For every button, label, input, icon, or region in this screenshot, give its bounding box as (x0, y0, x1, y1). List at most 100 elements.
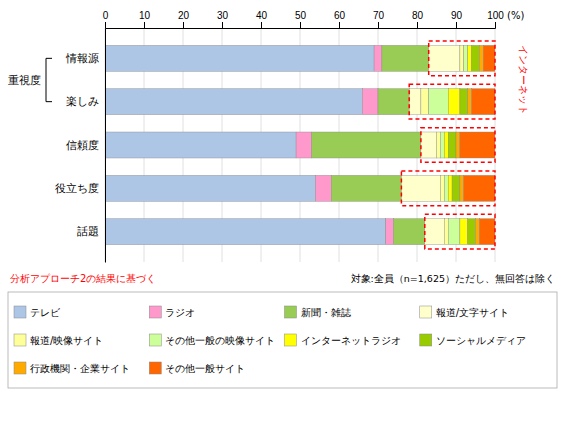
legend-item: インターネットラジオ (285, 334, 401, 346)
legend-item: その他一般の映像サイト (149, 334, 275, 346)
legend-label: 報道/文字サイト (436, 307, 509, 318)
x-tick-label: 50 (295, 10, 307, 21)
bar (444, 219, 448, 245)
bars (105, 45, 495, 244)
x-tick: 100 (487, 10, 504, 28)
legend-label: その他一般サイト (165, 363, 245, 374)
bar (296, 132, 312, 158)
x-tick: 90 (451, 10, 463, 28)
chart-svg: 0102030405060708090100情報源楽しみ信頼度役立ち度話題(%)… (0, 0, 565, 428)
legend-swatch (285, 334, 297, 346)
bar (386, 219, 394, 245)
x-tick: 0 (103, 10, 109, 28)
bar (394, 219, 425, 245)
legend-label: インターネットラジオ (301, 335, 401, 346)
bar (382, 45, 429, 71)
bar (440, 132, 444, 158)
note-right: 対象:全員（n=1,625）ただし、無回答は除く (351, 273, 555, 284)
x-tick-mark (417, 22, 418, 28)
legend-label: ソーシャルメディア (436, 335, 526, 346)
grid-line (105, 28, 106, 262)
bar (105, 175, 316, 201)
bar (437, 132, 441, 158)
legend-item: 報道/文字サイト (420, 306, 509, 318)
x-tick-mark (183, 22, 184, 28)
bar (448, 132, 456, 158)
internet-region (409, 84, 495, 119)
y-tick: 信頼度 (66, 139, 105, 151)
x-tick: 10 (139, 10, 151, 28)
bar (331, 175, 401, 201)
legend-swatch (14, 362, 26, 374)
note-left: 分析アプローチ2の結果に基づく (10, 273, 156, 284)
bar (105, 132, 296, 158)
x-axis-line (106, 22, 496, 29)
x-tick-mark (105, 22, 106, 28)
y-tick-label: 信頼度 (66, 139, 99, 151)
bar (440, 175, 444, 201)
legend-label: 報道/映像サイト (30, 335, 103, 346)
x-tick-mark (144, 22, 145, 28)
internet-regions (401, 41, 495, 249)
legend-label: ラジオ (165, 307, 195, 318)
bar (448, 175, 452, 201)
bar (409, 89, 421, 115)
x-tick-label: 100 (487, 10, 504, 21)
bar (464, 175, 495, 201)
legend-box (8, 292, 557, 388)
y-axis: 情報源楽しみ信頼度役立ち度話題 (55, 29, 106, 263)
bar (429, 89, 449, 115)
legend-label: 新聞・雑誌 (301, 307, 351, 318)
bar (483, 45, 495, 71)
bar (456, 132, 460, 158)
bar (460, 175, 464, 201)
bar (421, 132, 437, 158)
legend-label: 行政機関・企業サイト (30, 363, 130, 374)
bar (362, 89, 378, 115)
chart-container: 0102030405060708090100情報源楽しみ信頼度役立ち度話題(%)… (0, 0, 565, 428)
internet-label: インターネット (518, 45, 529, 115)
bar (472, 89, 495, 115)
x-tick-mark (339, 22, 340, 28)
legend-label: その他一般の映像サイト (165, 335, 275, 346)
series (312, 45, 429, 244)
x-tick-mark (261, 22, 262, 28)
bar (452, 175, 460, 201)
legend-item: テレビ (14, 306, 61, 318)
internet-region (429, 41, 495, 76)
x-axis: 0102030405060708090100 (103, 10, 505, 29)
legend-swatch (14, 306, 26, 318)
y-axis-line (105, 29, 106, 263)
bar (468, 89, 472, 115)
bar (464, 45, 468, 71)
legend-swatch (14, 334, 26, 346)
bar (421, 89, 429, 115)
bar (448, 89, 460, 115)
bar (105, 89, 362, 115)
y-tick: 役立ち度 (55, 182, 105, 194)
legend-item: 新聞・雑誌 (285, 306, 351, 318)
x-tick: 40 (256, 10, 268, 28)
y-tick-label: 役立ち度 (55, 182, 99, 194)
y-tick-label: 話題 (77, 225, 99, 237)
bar (425, 219, 445, 245)
internet-region (401, 171, 495, 206)
internet-region (425, 214, 495, 249)
x-tick-mark (456, 22, 457, 28)
bar (401, 175, 440, 201)
unit-label: (%) (507, 10, 524, 21)
x-tick-label: 40 (256, 10, 268, 21)
bar (444, 132, 448, 158)
legend-item: 報道/映像サイト (14, 334, 103, 346)
bar (468, 219, 476, 245)
series (401, 45, 460, 244)
x-tick: 70 (373, 10, 385, 28)
bar (105, 45, 374, 71)
legend-label: テレビ (30, 307, 61, 318)
y-tick-label: 楽しみ (66, 95, 99, 107)
x-tick-label: 80 (412, 10, 424, 21)
x-tick: 60 (334, 10, 346, 28)
bar (378, 89, 409, 115)
x-tick-label: 30 (217, 10, 229, 21)
bar (460, 45, 464, 71)
